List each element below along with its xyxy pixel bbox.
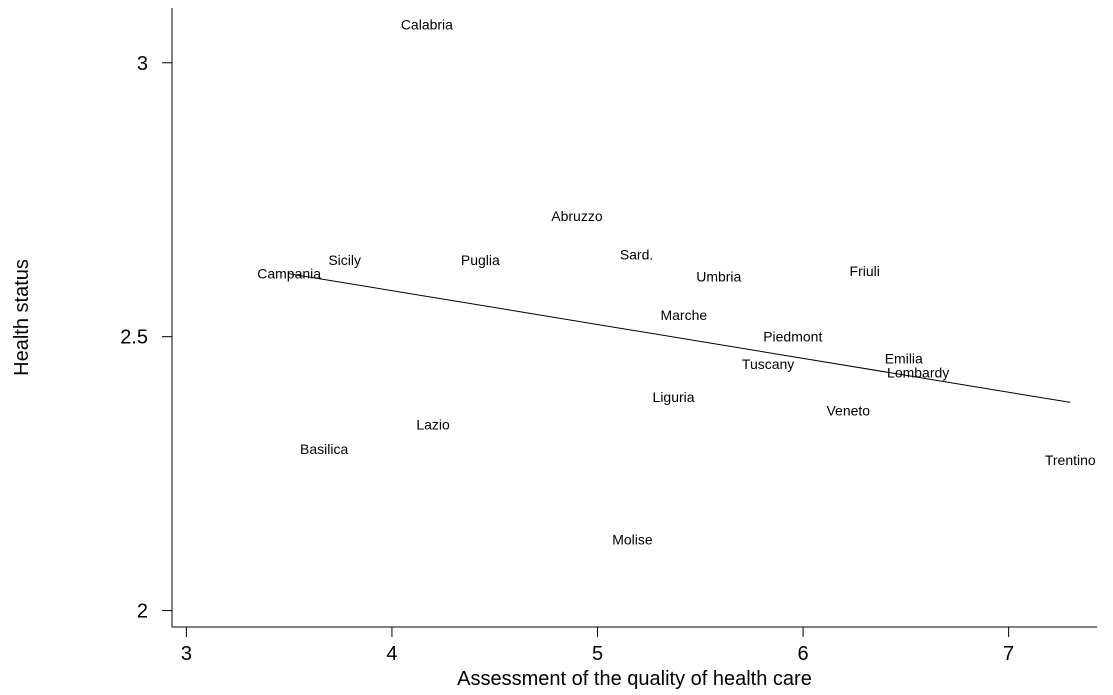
point-label: Molise <box>612 531 653 547</box>
x-tick-label: 5 <box>592 643 603 665</box>
point-label: Sard. <box>620 247 653 263</box>
y-tick-label: 3 <box>137 53 148 75</box>
x-tick-label: 3 <box>181 643 192 665</box>
y-ticks: 22.53 <box>120 53 172 623</box>
point-label: Sicily <box>328 252 361 268</box>
point-label: Lazio <box>416 416 450 432</box>
point-label: Piedmont <box>763 329 822 345</box>
x-tick-label: 6 <box>797 643 808 665</box>
x-axis-title: Assessment of the quality of health care <box>457 668 812 690</box>
point-label: Calabria <box>401 16 453 32</box>
point-label: Veneto <box>826 403 870 419</box>
y-tick-label: 2 <box>137 601 148 623</box>
x-ticks: 3 4 5 6 7 <box>181 627 1014 665</box>
point-label: Abruzzo <box>551 208 603 224</box>
point-label: Marche <box>660 307 707 323</box>
axes <box>171 8 1097 628</box>
y-tick-label: 2.5 <box>120 327 148 349</box>
point-label: Liguria <box>653 389 695 405</box>
point-label: Puglia <box>461 252 500 268</box>
y-axis-title: Health status <box>11 259 33 376</box>
point-label: Trentino <box>1045 452 1096 468</box>
point-label: Umbria <box>696 268 741 284</box>
x-tick-label: 4 <box>386 643 397 665</box>
point-labels: Calabria Abruzzo Sard. Sicily Puglia Campania… <box>257 16 1096 547</box>
point-label: Campania <box>257 266 321 282</box>
point-label: Tuscany <box>742 356 794 372</box>
point-label: Lombardy <box>887 364 949 380</box>
point-label: Friuli <box>850 263 880 279</box>
x-tick-label: 7 <box>1003 643 1014 665</box>
point-label: Emilia <box>885 351 923 367</box>
fit-line <box>289 273 1071 403</box>
point-label: Basilica <box>300 441 348 457</box>
